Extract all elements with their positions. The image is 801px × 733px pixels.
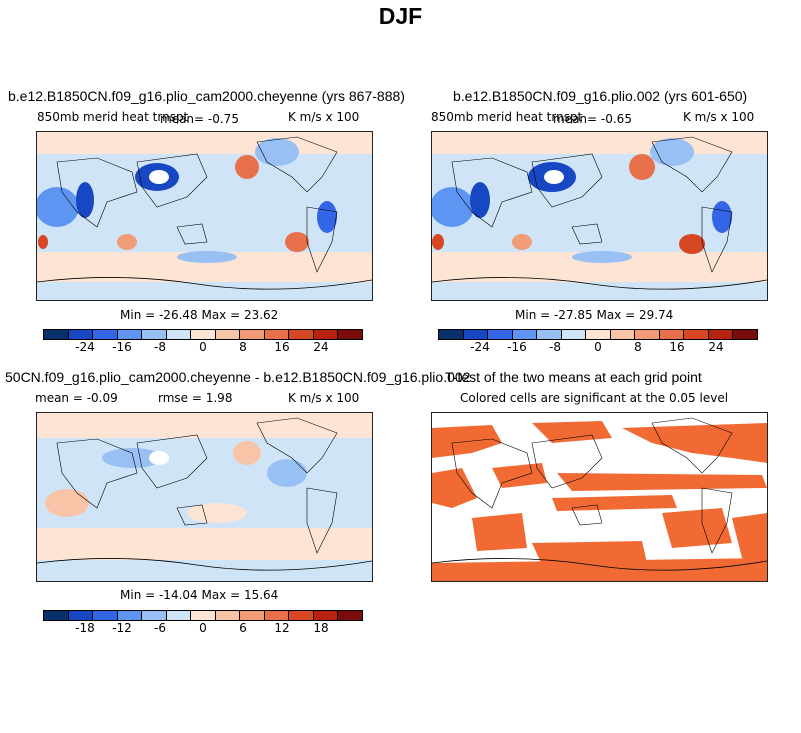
colorbar-cell [635,330,660,339]
colorbar-cell [561,330,587,339]
panel3-tick: -18 [75,621,95,635]
colorbar-cell [684,330,709,339]
panel3-title: 50CN.f09_g16.plio_cam2000.cheyenne - b.e… [5,369,471,385]
colorbar-cell [68,611,94,620]
panel2-title: b.e12.B1850CN.f09_g16.plio.002 (yrs 601-… [453,88,748,104]
panel3-stats: Min = -14.04 Max = 15.64 [120,588,279,602]
panel3-tick: -6 [154,621,166,635]
colorbar-cell [44,611,69,620]
colorbar-cell [215,330,241,339]
colorbar-cell [512,330,538,339]
colorbar-cell [264,330,290,339]
panel3-tick: 0 [199,621,207,635]
panel3-tick: 18 [313,621,329,635]
colorbar-cell [240,611,265,620]
panel2-units: K m/s x 100 [683,110,755,124]
panel1-tick: -8 [154,340,166,354]
panel1-map [36,131,373,301]
panel1-tick: -16 [112,340,132,354]
colorbar-cell [338,330,362,339]
colorbar-cell [338,611,362,620]
panel1-tick: 24 [313,340,329,354]
colorbar-cell [537,330,562,339]
colorbar-cell [708,330,734,339]
panel2-tick: 0 [594,340,602,354]
panel2-stats: Min = -27.85 Max = 29.74 [515,308,674,322]
colorbar-cell [733,330,757,339]
colorbar-cell [240,330,265,339]
colorbar-cell [166,330,192,339]
colorbar-cell [439,330,464,339]
panel3-tick: 12 [274,621,290,635]
colorbar-cell [44,330,69,339]
colorbar-cell [142,611,167,620]
colorbar-cell [142,330,167,339]
colorbar-cell [166,611,192,620]
panel2-variable: 850mb merid heat trnspt [431,110,583,124]
panel2-tick: -24 [470,340,490,354]
colorbar-cell [289,330,314,339]
colorbar-cell [191,330,216,339]
colorbar-cell [313,611,339,620]
colorbar-cell [463,330,489,339]
panel1-stats: Min = -26.48 Max = 23.62 [120,308,279,322]
panel2-tick: 16 [669,340,685,354]
colorbar-cell [659,330,685,339]
panel3-tick: 6 [239,621,247,635]
panel3-tick: -12 [112,621,132,635]
panel3-units: K m/s x 100 [288,391,360,405]
panel2-tick: -16 [507,340,527,354]
panel1-units: K m/s x 100 [288,110,360,124]
panel1-variable: 850mb merid heat trnspt [37,110,189,124]
panel3-colorbar [43,610,363,621]
panel1-colorbar [43,329,363,340]
panel2-tick: 24 [708,340,724,354]
colorbar-cell [289,611,314,620]
panel1-mean: mean= -0.75 [160,112,239,126]
panel2-mean: mean= -0.65 [553,112,632,126]
panel1-tick: 0 [199,340,207,354]
panel4-map [431,412,768,582]
panel2-map [431,131,768,301]
colorbar-cell [264,611,290,620]
panel4-title: T-test of the two means at each grid poi… [445,369,702,385]
panel3-map [36,412,373,582]
colorbar-cell [93,330,118,339]
panel1-tick: 8 [239,340,247,354]
panel2-colorbar [438,329,758,340]
panel1-tick: 16 [274,340,290,354]
panel3-mean: mean = -0.09 [35,391,118,405]
colorbar-cell [488,330,513,339]
panel1-tick: -24 [75,340,95,354]
panel2-tick: 8 [634,340,642,354]
panel1-title: b.e12.B1850CN.f09_g16.plio_cam2000.cheye… [8,88,405,104]
colorbar-cell [215,611,241,620]
colorbar-cell [610,330,636,339]
panel2-tick: -8 [549,340,561,354]
colorbar-cell [117,611,143,620]
colorbar-cell [117,330,143,339]
panel4-subtitle: Colored cells are significant at the 0.0… [460,391,729,405]
colorbar-cell [191,611,216,620]
panel3-rmse: rmse = 1.98 [158,391,233,405]
page-title: DJF [378,3,423,29]
colorbar-cell [93,611,118,620]
colorbar-cell [313,330,339,339]
colorbar-cell [68,330,94,339]
colorbar-cell [586,330,611,339]
